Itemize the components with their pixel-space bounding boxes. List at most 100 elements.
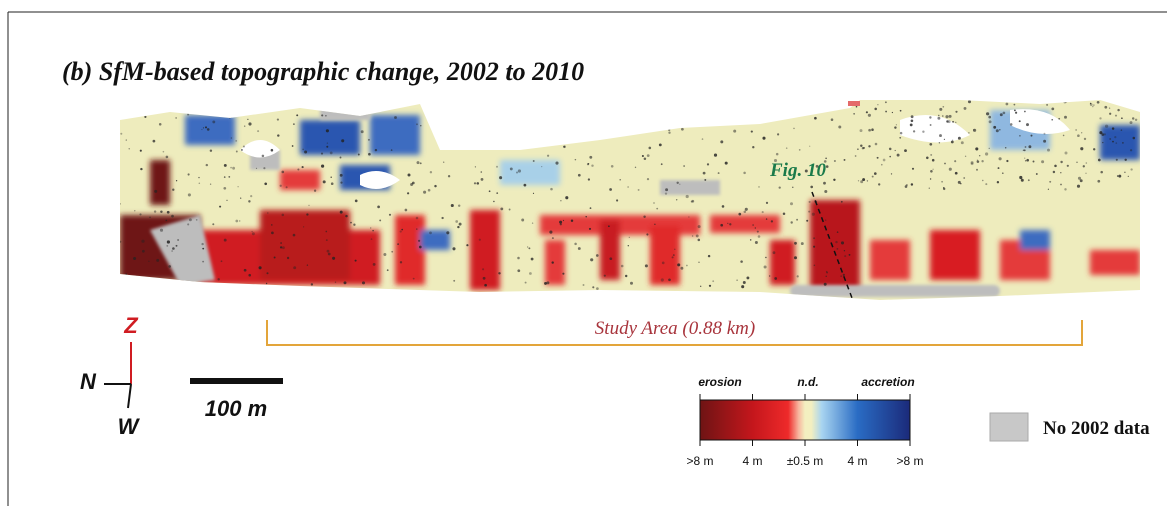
speck xyxy=(637,188,640,191)
speck xyxy=(228,176,231,178)
speck xyxy=(648,146,652,150)
speck xyxy=(206,128,210,131)
speck xyxy=(838,125,842,129)
speck xyxy=(996,181,1000,184)
speck xyxy=(202,127,205,129)
speck xyxy=(1082,165,1085,168)
speck xyxy=(627,244,630,247)
speck xyxy=(276,118,279,121)
speck xyxy=(660,163,663,166)
figure-callout: Fig. 10 xyxy=(769,160,826,181)
speck xyxy=(296,114,299,117)
speck xyxy=(729,223,732,226)
speck xyxy=(310,283,314,286)
speck xyxy=(1102,141,1104,144)
speck xyxy=(957,136,961,140)
speck xyxy=(627,186,629,188)
speck xyxy=(341,139,345,143)
speck xyxy=(508,144,512,148)
speck xyxy=(410,183,414,186)
scale-bar xyxy=(190,378,283,384)
speck xyxy=(968,132,970,134)
color-bar-tick-label: >8 m xyxy=(686,454,713,468)
speck xyxy=(569,133,572,136)
speck xyxy=(885,110,888,113)
speck xyxy=(148,260,150,263)
speck xyxy=(1024,159,1027,162)
speck xyxy=(159,228,164,232)
speck xyxy=(1051,118,1053,121)
speck xyxy=(740,260,743,263)
speck xyxy=(1085,172,1087,174)
speck xyxy=(627,115,629,117)
speck xyxy=(482,276,486,280)
speck xyxy=(1028,145,1032,149)
speck xyxy=(727,222,729,225)
speck xyxy=(871,128,874,131)
title: (b) SfM-based topographic change, 2002 t… xyxy=(62,57,584,86)
speck xyxy=(857,180,860,182)
speck xyxy=(544,281,547,285)
speck xyxy=(823,282,827,286)
speck xyxy=(654,223,656,226)
speck xyxy=(681,127,684,131)
color-bar xyxy=(699,399,911,441)
speck xyxy=(813,245,816,248)
speck xyxy=(677,263,681,267)
speck xyxy=(785,147,788,149)
speck xyxy=(770,220,774,223)
speck xyxy=(904,185,908,188)
speck xyxy=(279,184,282,187)
speck xyxy=(825,165,829,168)
speck xyxy=(171,214,174,218)
speck xyxy=(848,253,851,256)
speck xyxy=(942,187,946,191)
speck xyxy=(308,204,310,207)
speck xyxy=(484,283,487,287)
speck xyxy=(198,287,201,291)
speck xyxy=(889,155,891,158)
speck xyxy=(668,131,671,134)
speck xyxy=(1024,110,1026,113)
speck xyxy=(483,123,486,126)
speck xyxy=(853,113,855,115)
speck xyxy=(1005,102,1009,106)
speck xyxy=(446,231,450,235)
speck xyxy=(638,131,640,133)
speck xyxy=(582,284,585,286)
speck xyxy=(1124,158,1127,162)
speck xyxy=(1089,103,1093,106)
speck xyxy=(823,181,826,185)
speck xyxy=(280,242,283,244)
speck xyxy=(452,247,456,251)
speck xyxy=(427,188,431,192)
speck xyxy=(743,210,747,213)
legend-accretion: accretion xyxy=(861,375,914,389)
speck xyxy=(141,239,145,243)
speck xyxy=(746,276,750,280)
speck xyxy=(545,111,548,114)
terrain-map xyxy=(120,100,1140,300)
speck xyxy=(928,187,930,189)
speck xyxy=(970,162,974,166)
speck xyxy=(1111,127,1115,130)
speck xyxy=(761,211,764,214)
speck xyxy=(458,222,462,226)
speck xyxy=(547,154,550,157)
speck xyxy=(416,228,418,230)
speck xyxy=(326,142,329,144)
speck xyxy=(453,279,456,282)
speck xyxy=(1117,108,1120,112)
speck xyxy=(499,176,503,180)
speck xyxy=(825,157,827,160)
speck xyxy=(455,220,459,223)
speck xyxy=(1120,129,1123,131)
speck xyxy=(585,215,587,218)
speck xyxy=(488,190,491,193)
speck xyxy=(811,212,815,216)
speck xyxy=(516,171,518,174)
speck xyxy=(896,153,900,157)
speck xyxy=(997,167,1000,170)
speck xyxy=(778,186,781,189)
speck xyxy=(379,219,382,222)
